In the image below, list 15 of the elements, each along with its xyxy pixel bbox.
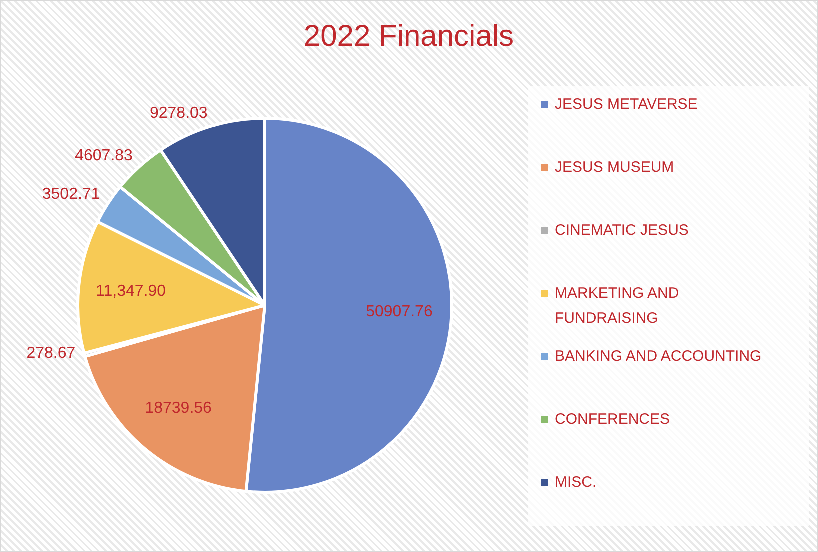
legend-label: CINEMATIC JESUS xyxy=(555,221,690,241)
data-label: 18739.56 xyxy=(145,400,212,418)
legend-label: BANKING AND ACCOUNTING xyxy=(555,347,763,367)
legend-label: MISC. xyxy=(555,473,598,493)
legend-label: JESUS METAVERSE xyxy=(555,95,699,115)
data-label: 4607.83 xyxy=(75,148,134,165)
data-label: 3502.71 xyxy=(42,186,100,204)
legend-label: MARKETING AND FUNDRAISING xyxy=(555,284,680,329)
data-label: 278.67 xyxy=(26,344,76,362)
legend-label: CONFERENCES xyxy=(555,410,672,430)
chart-title: 2022 Financials xyxy=(302,19,516,55)
legend-label: JESUS MUSEUM xyxy=(555,158,676,178)
data-label: 50907.76 xyxy=(366,304,433,321)
data-label: 9278.03 xyxy=(150,105,208,122)
data-label: 11,347.90 xyxy=(96,283,166,300)
